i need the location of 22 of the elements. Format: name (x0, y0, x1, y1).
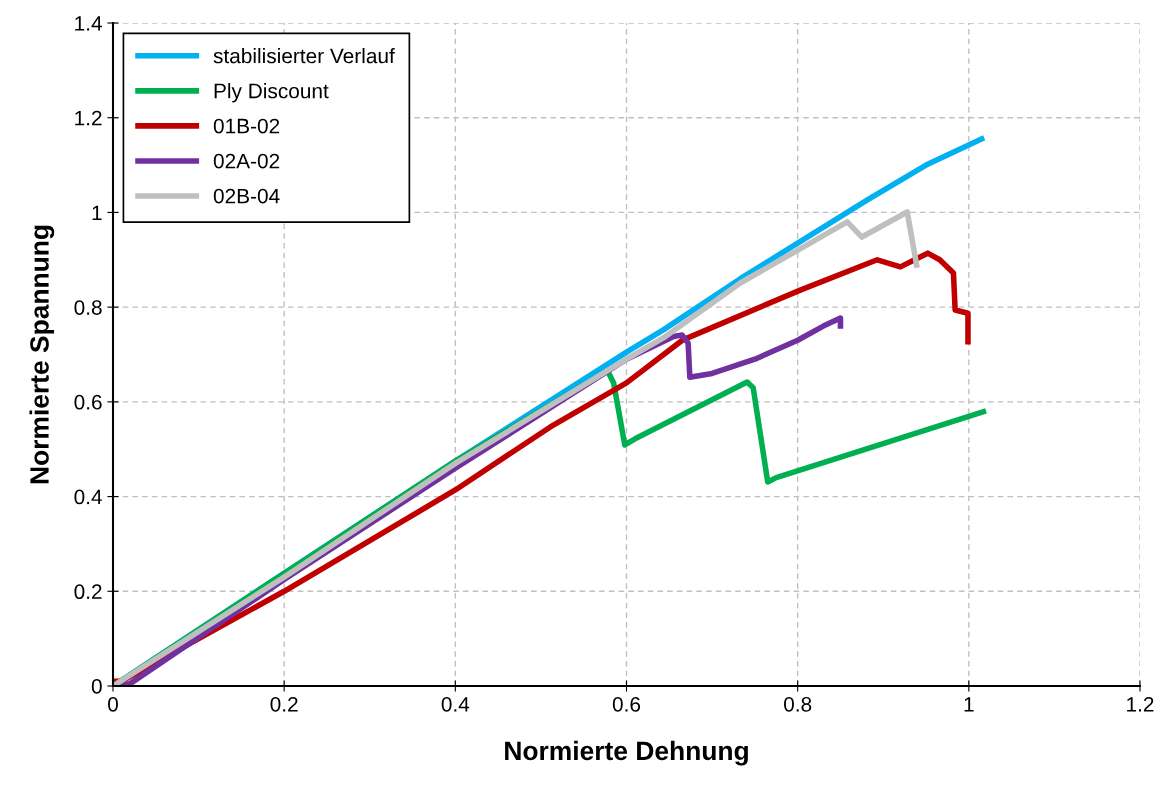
legend-label: Ply Discount (214, 83, 329, 103)
x-axis-title: Normierte Dehnung (505, 740, 748, 766)
y-tick-label: 0.2 (74, 584, 102, 600)
x-tick-label: 0.6 (612, 696, 641, 712)
x-tick-label: 1.2 (1127, 696, 1154, 712)
x-tick-label: 0.2 (270, 696, 298, 712)
x-tick-label: 0.8 (784, 696, 812, 712)
y-axis-title: Normierte Spannung (29, 225, 55, 484)
x-tick-label: 0 (108, 696, 118, 712)
y-tick-label: 0 (91, 679, 102, 694)
y-tick-label: 1 (92, 205, 102, 220)
y-tick-label: 0.4 (74, 489, 102, 505)
y-tick-label: 0.8 (74, 300, 102, 315)
legend-label: 02A-02 (213, 153, 280, 169)
y-tick-label: 1.4 (75, 16, 102, 31)
y-tick-label: 0.6 (74, 394, 102, 410)
legend-label: stabilisierter Verlauf (213, 48, 395, 64)
legend-label: 01B-02 (213, 118, 280, 134)
x-tick-label: 1 (964, 697, 974, 712)
x-tick-label: 0.4 (441, 696, 470, 712)
legend-label: 02B-04 (213, 188, 280, 204)
y-tick-label: 1.2 (75, 110, 102, 126)
